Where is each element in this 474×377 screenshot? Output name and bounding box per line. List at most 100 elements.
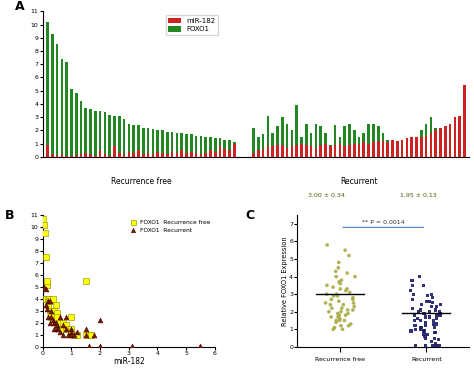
Bar <box>310 146 312 157</box>
Bar <box>305 124 308 157</box>
FOXO1  Recurrent <box>62 326 69 332</box>
Point <box>341 247 349 253</box>
FOXO1  Recurrent <box>50 320 58 326</box>
FOXO1  Recurrence free <box>50 308 58 314</box>
Bar <box>257 150 260 157</box>
Bar <box>94 156 97 157</box>
Point <box>337 323 345 329</box>
Bar <box>348 145 351 157</box>
Bar <box>401 143 403 157</box>
Bar <box>449 124 451 157</box>
Point <box>339 326 346 332</box>
Bar <box>305 145 308 157</box>
Point <box>411 323 419 329</box>
Bar <box>118 116 121 157</box>
Bar <box>276 126 279 157</box>
FOXO1  Recurrent <box>45 298 52 304</box>
Bar <box>319 145 322 157</box>
Bar <box>252 128 255 157</box>
FOXO1  Recurrent <box>46 320 54 326</box>
Point <box>328 305 336 311</box>
Point <box>349 307 357 313</box>
Bar <box>363 133 365 157</box>
Point <box>436 342 444 348</box>
FOXO1  Recurrent <box>73 329 81 336</box>
Bar <box>123 154 126 157</box>
FOXO1  Recurrence free <box>47 310 55 316</box>
Point <box>436 309 444 315</box>
Bar <box>195 136 197 157</box>
Bar <box>104 154 106 157</box>
Point <box>330 293 337 299</box>
Bar <box>214 152 217 157</box>
Point <box>417 317 424 323</box>
Bar <box>204 137 207 157</box>
FOXO1  Recurrent <box>96 343 104 349</box>
Point <box>328 296 335 302</box>
FOXO1  Recurrence free <box>47 314 55 320</box>
FOXO1  Recurrent <box>64 332 72 338</box>
Point <box>420 310 428 316</box>
FOXO1  Recurrence free <box>56 320 64 326</box>
Bar <box>291 146 293 157</box>
Point <box>422 343 429 349</box>
Bar <box>128 152 130 157</box>
Bar <box>61 154 63 157</box>
FOXO1  Recurrent <box>49 317 56 323</box>
Point <box>336 317 343 323</box>
Point <box>428 300 436 306</box>
FOXO1  Recurrent <box>91 332 98 338</box>
FOXO1  Recurrence free <box>67 326 75 332</box>
Point <box>332 268 339 274</box>
Point <box>323 242 331 248</box>
Bar <box>142 154 145 157</box>
Point <box>335 298 343 304</box>
Point <box>346 290 354 296</box>
Point <box>345 323 352 329</box>
Point <box>414 316 422 322</box>
FOXO1  Recurrent <box>67 329 75 336</box>
Point <box>332 317 340 323</box>
Point <box>431 330 438 336</box>
FOXO1  Recurrent <box>56 314 64 320</box>
Point <box>323 291 330 297</box>
FOXO1  Recurrence free <box>46 308 54 314</box>
FOXO1  Recurrence free <box>53 314 61 320</box>
Point <box>426 314 433 320</box>
Bar <box>161 130 164 157</box>
Point <box>421 333 429 339</box>
FOXO1  Recurrence free <box>88 332 95 338</box>
Point <box>436 312 444 318</box>
Point <box>409 296 417 302</box>
Bar <box>257 137 260 157</box>
Bar <box>315 124 317 157</box>
Point <box>333 291 340 297</box>
Point <box>424 293 431 299</box>
FOXO1  Recurrent <box>96 317 104 323</box>
Bar <box>185 153 188 157</box>
Point <box>429 317 437 323</box>
Point <box>344 310 352 316</box>
Bar <box>56 44 58 157</box>
Point <box>421 328 428 334</box>
Bar <box>295 145 298 157</box>
Bar <box>132 153 135 157</box>
Bar <box>180 133 183 157</box>
Bar <box>272 146 274 157</box>
FOXO1  Recurrent <box>59 322 66 328</box>
Bar <box>420 137 423 157</box>
Bar <box>166 154 169 157</box>
Point <box>341 317 348 323</box>
FOXO1  Recurrence free <box>82 332 90 338</box>
Bar <box>84 108 87 157</box>
Bar <box>161 153 164 157</box>
Bar <box>276 145 279 157</box>
Bar <box>147 153 149 157</box>
Bar <box>89 109 92 157</box>
Legend: miR-182, FOXO1: miR-182, FOXO1 <box>165 15 219 35</box>
Bar <box>195 153 197 157</box>
Bar <box>137 150 140 157</box>
Bar <box>171 152 173 157</box>
Point <box>350 303 358 310</box>
Bar <box>272 133 274 157</box>
